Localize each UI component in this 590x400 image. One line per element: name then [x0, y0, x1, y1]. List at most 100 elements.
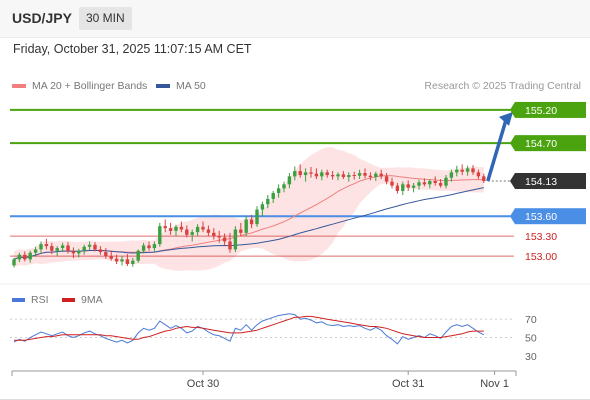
candle-body — [384, 176, 389, 182]
candle-body — [212, 232, 216, 237]
rsi-tick-label: 50 — [525, 333, 537, 345]
candle-body — [255, 209, 259, 225]
legend-9ma-label: 9MA — [81, 294, 103, 306]
candle-body — [50, 246, 54, 251]
rsi-swatch — [12, 298, 25, 302]
candle-body — [374, 173, 378, 178]
candle-body — [266, 198, 270, 205]
candle-body — [131, 260, 135, 265]
candle-body — [147, 245, 151, 249]
candle-body — [174, 226, 178, 231]
candle-body — [28, 252, 32, 260]
candle-body — [244, 219, 248, 233]
candle-body — [320, 172, 324, 177]
x-axis-label: Nov 1 — [480, 378, 509, 390]
legend-ma50: MA 50 — [156, 80, 206, 92]
candle-body — [363, 173, 367, 176]
candle-body — [303, 172, 308, 176]
candle-body — [401, 184, 405, 191]
copyright-notice: Research © 2025 Trading Central — [424, 80, 581, 92]
candle-body — [217, 236, 221, 238]
candle-body — [185, 229, 189, 235]
candle-body — [228, 241, 232, 250]
candle-body — [201, 226, 205, 230]
candle-body — [260, 204, 265, 210]
ma20-swatch — [12, 84, 26, 88]
candle-body — [23, 254, 27, 260]
candle-body — [190, 232, 194, 235]
candle-body — [222, 237, 227, 242]
level-badge-pointer — [510, 135, 515, 152]
legend-ma50-label: MA 50 — [176, 80, 206, 92]
candle-body — [87, 244, 92, 247]
rsi-tick-label: 70 — [525, 314, 537, 326]
projection-arrow-head — [499, 111, 513, 126]
candle-body — [195, 226, 200, 233]
rsi-tick-label: 30 — [525, 351, 537, 363]
level-badge-pointer — [510, 101, 515, 118]
candle-body — [60, 245, 65, 249]
legend-rsi-label: RSI — [31, 294, 49, 306]
level-label-154-70: 154.70 — [525, 138, 557, 150]
candle-body — [168, 228, 173, 231]
level-badge-155-20 — [515, 101, 586, 118]
candle-body — [55, 248, 59, 251]
candle-body — [93, 244, 97, 250]
level-badge-pointer — [510, 173, 515, 190]
ma50-swatch — [156, 84, 170, 88]
candle-body — [179, 226, 184, 230]
candle-body — [460, 169, 464, 172]
candle-body — [336, 174, 340, 177]
candle-body — [438, 183, 443, 186]
candle-body — [390, 181, 394, 186]
candle-body — [330, 175, 335, 177]
ma50-line — [13, 187, 484, 260]
candle-body — [471, 168, 475, 173]
candle-body — [476, 172, 481, 177]
candle-body — [271, 192, 275, 199]
legend-ma20-bollinger: MA 20 + Bollinger Bands — [12, 80, 147, 92]
candle-body — [206, 229, 211, 233]
candle-body — [449, 172, 454, 178]
candle-body — [309, 172, 313, 174]
candle-body — [77, 250, 81, 254]
candle-body — [433, 181, 437, 183]
legend-ma20-label: MA 20 + Bollinger Bands — [32, 80, 148, 92]
legend-rsi: RSI — [12, 294, 49, 306]
candle-body — [379, 173, 383, 177]
candle-body — [282, 184, 286, 189]
candle-body — [152, 244, 157, 249]
projection-arrow-shaft — [486, 119, 508, 182]
chart-header: USD/JPY 30 MIN — [0, 0, 590, 38]
candle-body — [158, 226, 162, 245]
level-label-153-30: 153.30 — [525, 231, 557, 243]
candle-body — [163, 226, 167, 229]
level-label-154-13: 154.13 — [525, 176, 557, 188]
x-axis-label: Oct 30 — [187, 378, 219, 390]
candle-body — [314, 173, 319, 177]
level-badge-154-13 — [515, 173, 586, 190]
candle-body — [33, 249, 38, 253]
x-axis-label: Oct 31 — [392, 378, 424, 390]
candle-body — [395, 185, 400, 191]
candle-body — [352, 175, 356, 177]
candle-body — [482, 176, 486, 182]
chart-datetime: Friday, October 31, 2025 11:07:15 AM CET — [13, 42, 252, 56]
candle-body — [298, 171, 302, 176]
candle-body — [98, 249, 103, 253]
candle-body — [44, 244, 49, 247]
candle-body — [411, 185, 416, 188]
bollinger-bands-area — [14, 147, 484, 271]
level-badge-pointer — [510, 208, 515, 225]
9ma-swatch — [62, 298, 75, 302]
candle-body — [239, 229, 243, 233]
candle-body — [422, 182, 427, 185]
9ma-line — [14, 315, 484, 341]
candle-body — [417, 182, 421, 186]
candle-body — [368, 175, 373, 178]
level-label-155-20: 155.20 — [525, 105, 557, 117]
timeframe-button[interactable]: 30 MIN — [79, 7, 132, 30]
candle-body — [109, 256, 113, 259]
candle-body — [141, 245, 146, 251]
